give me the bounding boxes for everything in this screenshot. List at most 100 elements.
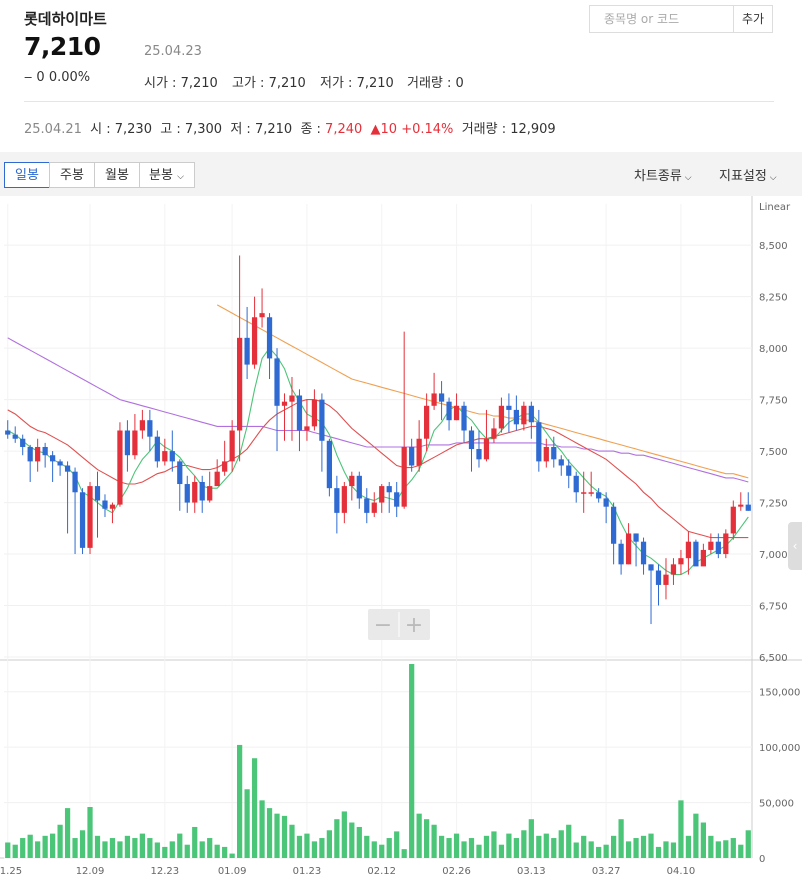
volume-bar <box>625 841 632 858</box>
search-input[interactable] <box>590 6 744 32</box>
date-tick-label: 03.27 <box>592 866 621 877</box>
volume-bar <box>192 826 198 858</box>
volume-bar <box>446 838 452 858</box>
candle-body <box>416 438 422 466</box>
chart-type-menu[interactable]: 차트종류 ⌵ <box>634 165 692 184</box>
volume-bar <box>558 830 564 858</box>
side-panel-toggle[interactable]: ‹ <box>788 522 802 570</box>
candle-body <box>296 395 303 431</box>
prev-delta: ▲10 <box>370 122 398 137</box>
candle-body <box>693 541 699 567</box>
volume-bar <box>251 758 258 858</box>
volume-bar <box>536 835 542 858</box>
current-price: 7,210 <box>24 32 101 61</box>
volume-bar <box>289 824 295 858</box>
candle-body <box>124 430 131 456</box>
volume-bar <box>663 841 669 858</box>
price-tick-label: 7,500 <box>759 447 788 458</box>
candle-body <box>655 570 662 585</box>
prev-high: 고 : 7,300 <box>160 122 223 137</box>
candle-body <box>177 461 183 485</box>
volume-bar <box>708 835 714 858</box>
candle-body <box>461 405 467 431</box>
tab-weekly[interactable]: 주봉 <box>49 162 95 188</box>
volume-bar <box>745 830 751 858</box>
volume-bar <box>618 819 624 858</box>
date-tick-label: 12.23 <box>150 866 179 877</box>
volume-bars <box>5 664 751 858</box>
volume-bar <box>274 813 280 858</box>
candle-body <box>409 446 415 466</box>
scale-label: Linear <box>759 202 791 213</box>
volume-bar <box>468 838 475 858</box>
candle-body <box>379 486 385 503</box>
volume-bar <box>259 800 265 858</box>
candle-body <box>87 486 93 548</box>
tab-minute[interactable]: 분봉 ⌵ <box>139 162 195 188</box>
candle-body <box>611 506 617 544</box>
candle-body <box>237 337 243 431</box>
candle-body <box>536 422 542 462</box>
stock-chart[interactable]: Linear 8,500 8,250 8,000 7,750 7,500 7,250 7,00… <box>0 196 802 885</box>
candle-body <box>326 440 332 489</box>
price-tick-label: 7,750 <box>759 396 788 407</box>
volume-bar <box>94 835 101 858</box>
price-tick-label: 7,250 <box>759 499 788 510</box>
candle-body <box>528 405 534 423</box>
volume-bar <box>207 838 213 858</box>
volume-bar <box>566 824 572 858</box>
prev-date: 25.04.21 <box>24 122 82 137</box>
volume-bar <box>416 813 422 858</box>
candle-body <box>745 504 751 511</box>
volume-bar <box>693 813 699 858</box>
date-tick-label: 02.26 <box>442 866 471 877</box>
prev-close: 7,240 <box>325 122 363 137</box>
candle-body <box>558 459 564 466</box>
date-tick-label: 12.09 <box>76 866 105 877</box>
zoom-in-icon[interactable]: + <box>405 613 423 638</box>
chevron-down-icon: ⌵ <box>681 173 692 183</box>
zoom-controls: − + <box>368 609 430 640</box>
candle-body <box>588 492 594 494</box>
candle-body <box>730 506 736 534</box>
volume-bar <box>603 844 609 858</box>
candle-body <box>386 486 392 493</box>
volume-bar <box>177 833 183 858</box>
tab-daily[interactable]: 일봉 <box>4 162 50 188</box>
chevron-down-icon: ⌵ <box>177 172 184 182</box>
volume-bar <box>184 844 190 858</box>
candle-body <box>723 533 729 555</box>
ma120-line <box>216 304 749 479</box>
candle-body <box>214 471 220 487</box>
candle-body <box>192 481 198 503</box>
volume-bar <box>5 842 11 858</box>
zoom-out-icon[interactable]: − <box>374 613 392 638</box>
volume-bar <box>461 841 467 858</box>
candle-body <box>483 438 490 460</box>
volume-bar <box>222 846 228 858</box>
moving-averages <box>7 304 749 576</box>
prev-close-label: 종 : <box>300 122 326 137</box>
tab-monthly[interactable]: 월봉 <box>94 162 140 188</box>
volume-bar <box>730 838 736 858</box>
volume-bar <box>551 838 557 858</box>
candle-body <box>35 446 41 462</box>
volume-bar <box>401 849 407 858</box>
indicator-menu[interactable]: 지표설정 ⌵ <box>719 165 777 184</box>
volume-bar <box>50 833 56 858</box>
add-button[interactable]: 추가 <box>733 6 772 32</box>
candle-body <box>207 486 213 501</box>
volume-bar <box>304 833 310 858</box>
volume-bar <box>35 841 41 858</box>
candle-body <box>364 498 370 513</box>
volume-bar <box>678 800 684 858</box>
price-change: ‒ 0 0.00% <box>24 70 90 85</box>
candle-body <box>341 486 347 513</box>
candle-body <box>117 430 123 505</box>
volume-bar <box>648 833 654 858</box>
volume-bar <box>356 826 362 858</box>
candle-body <box>371 502 377 513</box>
volume-bar <box>394 831 400 858</box>
volume-bar <box>296 835 303 858</box>
candle-body <box>251 317 258 365</box>
